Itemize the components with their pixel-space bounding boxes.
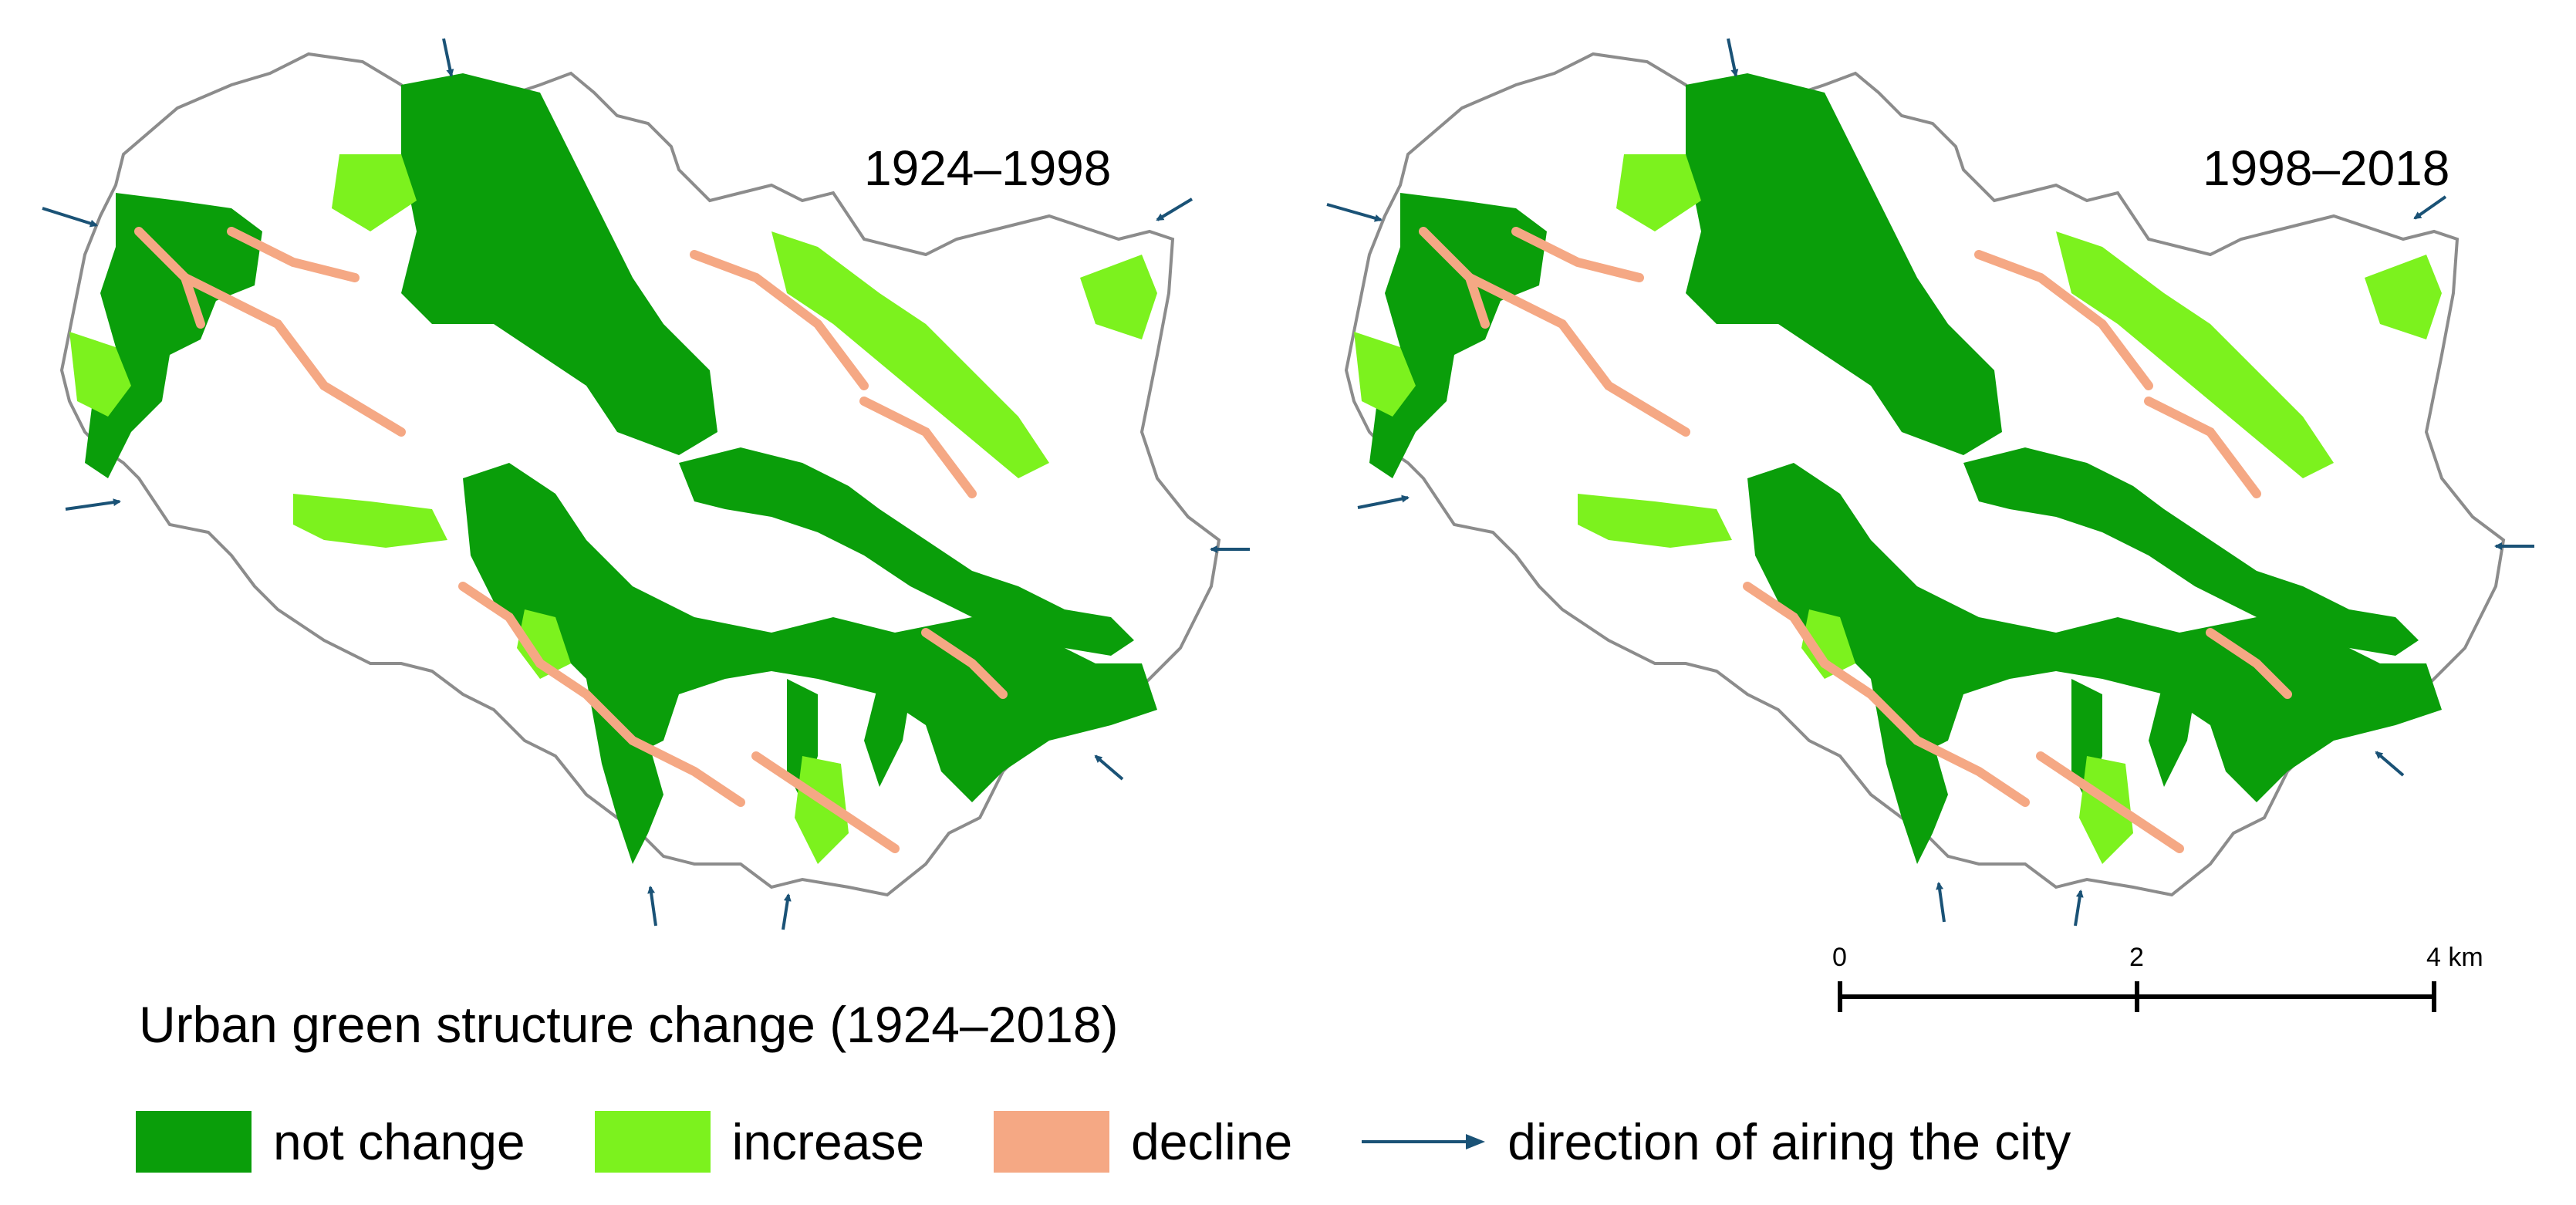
map-title-right: 1998–2018: [2203, 140, 2449, 196]
swatch-decline: [994, 1111, 1110, 1173]
scale-bar: 0 2 4 km: [1832, 943, 2483, 1012]
swatch-not-change: [136, 1111, 252, 1173]
arrow-icon: [1362, 1134, 1486, 1149]
legend: not change increase decline direction of…: [136, 1109, 2140, 1174]
airing-arrow: [1326, 203, 1383, 222]
airing-arrows-right: [1326, 38, 2534, 927]
scale-label-4km: 4 km: [2426, 943, 2483, 972]
airing-arrow: [647, 886, 657, 927]
airing-arrow: [1357, 494, 1410, 509]
airing-arrow: [1727, 38, 1739, 77]
airing-arrow: [2375, 751, 2405, 777]
scale-label-2: 2: [2129, 943, 2144, 972]
legend-item-airing-direction: direction of airing the city: [1362, 1112, 2140, 1171]
map-title-left: 1924–1998: [864, 140, 1111, 196]
scale-label-0: 0: [1832, 943, 1847, 972]
map-left: 1924–1998: [42, 38, 1250, 930]
airing-arrow: [442, 38, 454, 77]
legend-title: Urban green structure change (1924–2018): [139, 996, 1119, 1053]
legend-label-increase: increase: [731, 1113, 925, 1170]
airing-arrow: [2074, 889, 2084, 927]
legend-item-not-change: not change: [136, 1111, 595, 1173]
legend-label-airing-direction: direction of airing the city: [1507, 1113, 2071, 1170]
legend-label-decline: decline: [1131, 1113, 1293, 1170]
airing-arrow: [1094, 754, 1124, 781]
legend-label-not-change: not change: [273, 1113, 525, 1170]
airing-arrow: [42, 207, 98, 228]
airing-arrow: [65, 498, 121, 511]
swatch-increase: [594, 1111, 711, 1173]
legend-item-increase: increase: [594, 1111, 994, 1173]
airing-arrows-left: [42, 38, 1250, 930]
airing-arrow: [2413, 195, 2447, 220]
airing-arrow: [1156, 197, 1193, 221]
legend-item-decline: decline: [994, 1111, 1362, 1173]
airing-arrow: [1936, 882, 1946, 923]
map-right: 1998–2018: [1326, 38, 2534, 927]
airing-arrow: [782, 893, 792, 930]
